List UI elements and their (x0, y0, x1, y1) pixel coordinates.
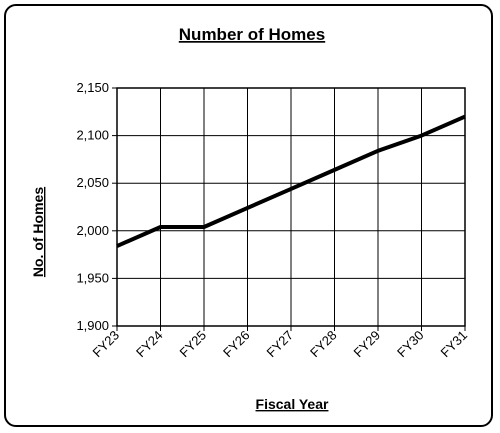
x-tick-label: FY25 (177, 328, 210, 361)
chart-title: Number of Homes (179, 25, 325, 44)
x-tick-label: FY27 (264, 328, 297, 361)
y-tick-label: 2,050 (76, 175, 109, 190)
x-tick-label: FY30 (394, 328, 427, 361)
x-tick-label: FY28 (307, 328, 340, 361)
y-tick-label: 2,150 (76, 80, 109, 95)
y-tick-label: 1,900 (76, 318, 109, 333)
x-tick-label: FY29 (351, 328, 384, 361)
x-axis-title: Fiscal Year (256, 396, 329, 412)
y-axis-title: No. of Homes (30, 187, 46, 277)
y-tick-label: 2,100 (76, 128, 109, 143)
x-tick-label: FY24 (133, 328, 166, 361)
y-tick-label: 1,950 (76, 270, 109, 285)
chart-frame (4, 4, 493, 427)
x-tick-label: FY31 (438, 328, 471, 361)
plot-border (116, 87, 466, 327)
y-tick-label: 2,000 (76, 223, 109, 238)
x-tick-label: FY26 (220, 328, 253, 361)
